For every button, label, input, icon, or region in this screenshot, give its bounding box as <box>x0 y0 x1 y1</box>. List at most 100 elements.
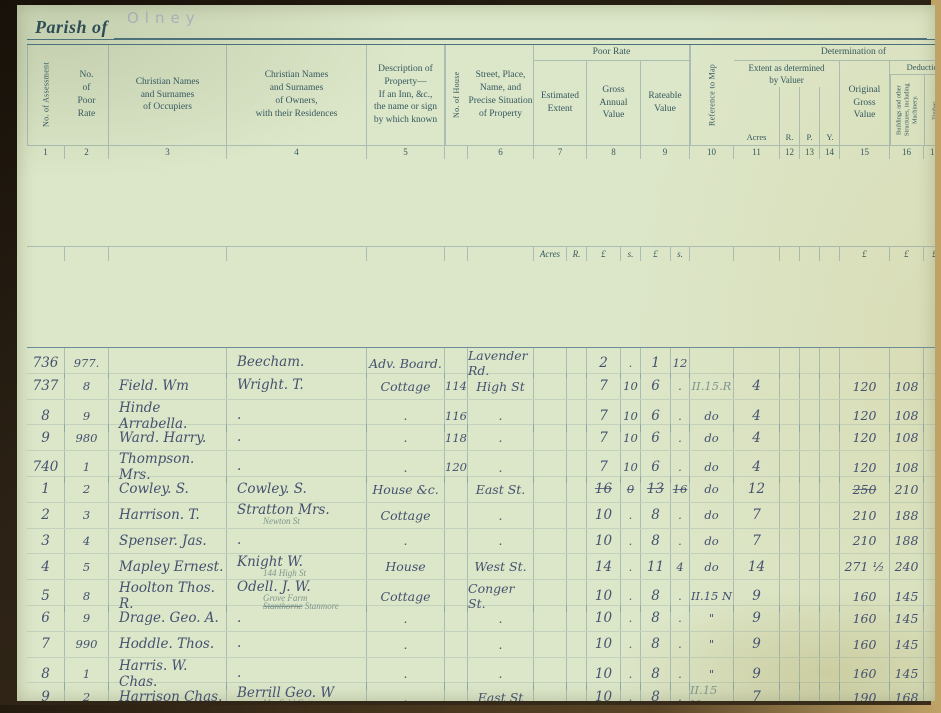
cell-own: . <box>227 451 367 484</box>
cell-p: 1 <box>65 657 109 690</box>
cell-y <box>820 399 840 432</box>
cell-p: 990 <box>65 631 109 657</box>
cell-gs: . <box>621 580 641 613</box>
cell-er <box>567 399 587 432</box>
cell-ea <box>534 451 567 484</box>
cell-ac: 7 <box>734 528 780 554</box>
cell-ea <box>534 399 567 432</box>
cell-pp <box>800 399 820 432</box>
cell-pp <box>800 631 820 657</box>
cell-h <box>445 580 468 613</box>
col-num: 16 <box>890 146 924 159</box>
col-num: 6 <box>468 146 534 159</box>
cell-ea <box>534 554 567 580</box>
cell-rs: 16 <box>671 476 690 502</box>
cell-p: 4 <box>65 528 109 554</box>
cell-own: . <box>227 631 367 657</box>
cell-a: 9 <box>27 425 65 451</box>
col-original-gross-value-label: Original Gross Value <box>840 61 890 145</box>
col-street-label: Street, Place, Name, and Precise Situati… <box>468 45 534 145</box>
col-occupiers-label: Christian Names and Surnames of Occupier… <box>109 45 227 145</box>
cell-ac: 12 <box>734 476 780 502</box>
owner-name: . <box>237 406 242 423</box>
cell-h <box>445 631 468 657</box>
unit-blank <box>690 247 734 261</box>
unit-blank <box>227 247 367 261</box>
cell-a: 3 <box>27 528 65 554</box>
cell-ea <box>534 580 567 613</box>
cell-h: 118 <box>445 425 468 451</box>
cell-pp <box>800 683 820 701</box>
col-num: 8 <box>587 146 641 159</box>
owner-name: Berrill Geo. W <box>237 684 335 701</box>
cell-r <box>780 580 800 613</box>
col-num-blank <box>445 146 468 159</box>
cell-map: do <box>690 502 734 528</box>
extent-valuer-subcolumns: Acres R. P. Y. <box>734 87 839 145</box>
cell-ogv <box>840 348 890 378</box>
cell-ogv: 120 <box>840 373 890 399</box>
cell-r <box>780 425 800 451</box>
cell-h <box>445 502 468 528</box>
cell-dd: 108 <box>890 425 924 451</box>
cell-gl: 16 <box>587 476 621 502</box>
owner-name: . <box>237 458 242 475</box>
col-num: 3 <box>109 146 227 159</box>
cell-occ: Hoolton Thos. R. <box>109 580 227 613</box>
cell-occ: Field. Wm <box>109 373 227 399</box>
cell-y <box>820 476 840 502</box>
table-row: 8 9 Hinde Arrabella... 116. 7 10 6. do 4 120 108 <box>27 399 935 432</box>
cell-gl: 7 <box>587 425 621 451</box>
cell-ea <box>534 425 567 451</box>
cell-rl: 8 <box>641 683 671 701</box>
subcol-r-label: R. <box>780 87 800 145</box>
cell-rs: . <box>671 373 690 399</box>
cell-own: Berrill Geo. WMayfield Cottage <box>227 683 367 701</box>
cell-d: . <box>367 631 445 657</box>
cell-st: . <box>468 528 534 554</box>
cell-r <box>780 631 800 657</box>
cell-own: . <box>227 425 367 451</box>
table-row: 1 2 Cowley. S. Cowley. S. House &c. East St. 1… <box>27 476 935 503</box>
cell-x17 <box>924 503 935 528</box>
table-row: 6 9 Drage. Geo. A.... 10. 8. " 9 160 145 <box>27 605 935 632</box>
cell-st: East St. <box>468 476 534 502</box>
cell-dd: 188 <box>890 502 924 528</box>
owner-name: . <box>237 532 242 549</box>
cell-ogv: 190 <box>840 683 890 701</box>
extent-valuer-group: Extent as determined by Valuer Acres R. … <box>734 61 840 145</box>
cell-st: . <box>468 657 534 690</box>
cell-own: Beecham. <box>227 348 367 378</box>
col-owners-label: Christian Names and Surnames of Owners, … <box>227 45 367 145</box>
cell-r <box>780 348 800 378</box>
cell-occ: Ward. Harry. <box>109 425 227 451</box>
cell-ac: 9 <box>734 631 780 657</box>
unit-blank <box>109 247 227 261</box>
cell-h <box>445 554 468 580</box>
cell-occ: Mapley Ernest. <box>109 554 227 580</box>
cell-rl: 8 <box>641 605 671 631</box>
cell-dd: 168 <box>890 683 924 701</box>
cell-ogv: 210 <box>840 528 890 554</box>
cell-h <box>445 657 468 690</box>
cell-er <box>567 605 587 631</box>
cell-er <box>567 502 587 528</box>
owner-note: Stanthorne Stanmore <box>263 600 339 611</box>
cell-er <box>567 451 587 484</box>
unit-blank <box>800 247 820 261</box>
cell-rl: 13 <box>641 476 671 502</box>
cell-gl: 7 <box>587 399 621 432</box>
unit-blank <box>780 247 800 261</box>
cell-h <box>445 528 468 554</box>
cell-ogv: 160 <box>840 580 890 613</box>
cell-dd: 210 <box>890 476 924 502</box>
owner-name: Stratton Mrs. <box>237 502 330 519</box>
cell-a: 737 <box>27 373 65 399</box>
cell-p: 977. <box>65 348 109 378</box>
cell-occ: Thompson. Mrs. <box>109 451 227 484</box>
cell-gl: 10 <box>587 657 621 690</box>
col-num: 12 <box>780 146 800 159</box>
table-row: 4 5 Mapley Ernest. Knight W. 144 High St Hous… <box>27 554 935 581</box>
unit-s: s. <box>671 247 690 261</box>
